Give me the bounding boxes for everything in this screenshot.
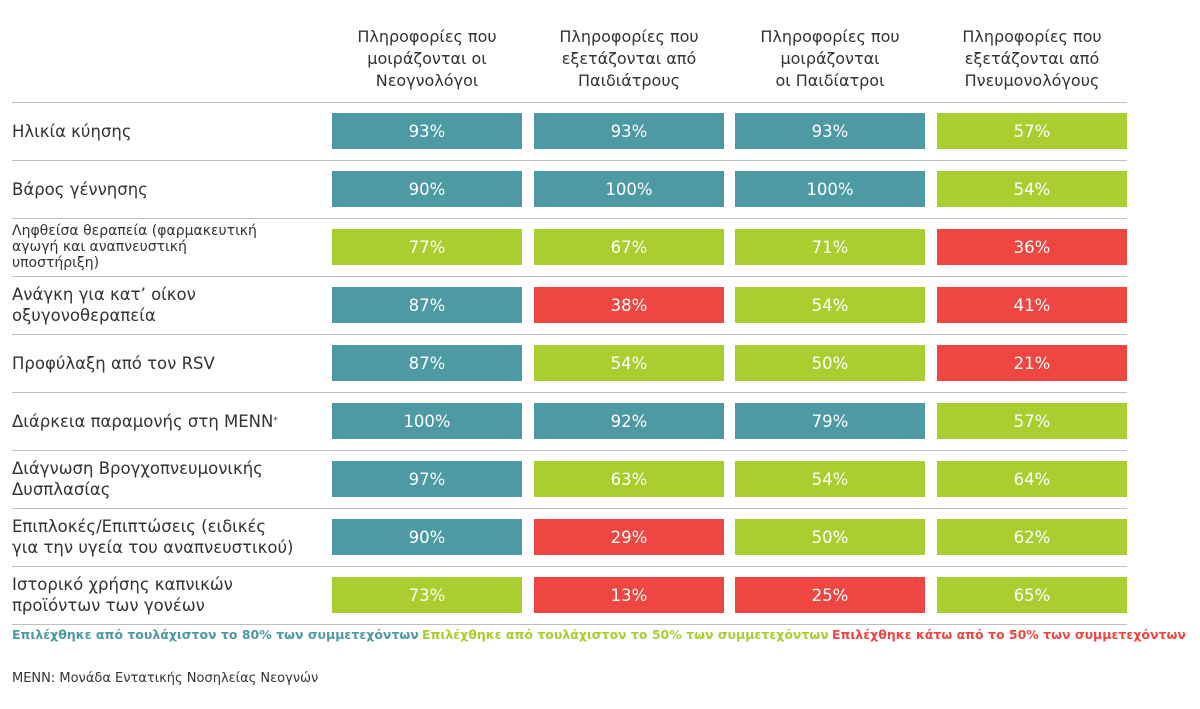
row-label: Ιστορικό χρήσης καπνικών προϊόντων των γ… [12, 566, 327, 624]
row-label-text: Ανάγκη για κατ’ οίκον οξυγονοθεραπεία [12, 285, 196, 325]
column-header: Πληροφορίες που εξετάζονται από Πνευμονο… [962, 27, 1102, 90]
row-separator [12, 392, 1127, 393]
row-label-text: Διάρκεια παραμονής στη ΜΕΝΝ [12, 411, 274, 431]
value-cell: 54% [735, 461, 925, 497]
legend-item: Επιλέχθηκε από τουλάχιστον το 80% των συ… [12, 627, 419, 642]
value-cell: 100% [332, 403, 522, 439]
value-cell: 62% [937, 519, 1127, 555]
row-label-text: Ηλικία κύησης [12, 121, 132, 141]
row-label: Ανάγκη για κατ’ οίκον οξυγονοθεραπεία [12, 276, 327, 334]
value-cell: 13% [534, 577, 724, 613]
value-cell: 97% [332, 461, 522, 497]
value-cell: 77% [332, 229, 522, 265]
value-cell: 57% [937, 403, 1127, 439]
row-label: Διάρκεια παραμονής στη ΜΕΝΝ * [12, 392, 327, 450]
row-label: Ηλικία κύησης [12, 102, 327, 160]
row-separator [12, 450, 1127, 451]
value-cell: 63% [534, 461, 724, 497]
value-cell: 90% [332, 519, 522, 555]
row-label-text: Ιστορικό χρήσης καπνικών προϊόντων των γ… [12, 575, 233, 615]
value-cell: 64% [937, 461, 1127, 497]
value-cell: 54% [937, 171, 1127, 207]
row-separator [12, 276, 1127, 277]
value-cell: 93% [332, 113, 522, 149]
row-label-text: Διάγνωση Βρογχοπνευμονικής Δυσπλασίας [12, 459, 263, 499]
value-cell: 54% [735, 287, 925, 323]
row-label: Επιπλοκές/Επιπτώσεις (ειδικές για την υγ… [12, 508, 327, 566]
row-separator [12, 566, 1127, 567]
value-cell: 50% [735, 519, 925, 555]
value-cell: 71% [735, 229, 925, 265]
legend-item: Επιλέχθηκε από τουλάχιστον το 50% των συ… [422, 627, 829, 642]
row-separator [12, 334, 1127, 335]
value-cell: 67% [534, 229, 724, 265]
row-separator [12, 102, 1127, 103]
value-cell: 38% [534, 287, 724, 323]
value-cell: 21% [937, 345, 1127, 381]
row-label: Ληφθείσα θεραπεία (φαρμακευτική αγωγή κα… [12, 218, 327, 276]
value-cell: 73% [332, 577, 522, 613]
row-separator [12, 218, 1127, 219]
value-cell: 25% [735, 577, 925, 613]
value-cell: 100% [735, 171, 925, 207]
value-cell: 36% [937, 229, 1127, 265]
footnote: ΜΕΝΝ: Μονάδα Εντατικής Νοσηλείας Νεογνών [12, 671, 319, 686]
row-label: Βάρος γέννησης [12, 160, 327, 218]
row-separator [12, 508, 1127, 509]
legend-item: Επιλέχθηκε κάτω από το 50% των συμμετεχό… [832, 627, 1186, 642]
value-cell: 29% [534, 519, 724, 555]
value-cell: 100% [534, 171, 724, 207]
row-label-text: Βάρος γέννησης [12, 179, 148, 199]
row-label: Διάγνωση Βρογχοπνευμονικής Δυσπλασίας [12, 450, 327, 508]
value-cell: 90% [332, 171, 522, 207]
value-cell: 57% [937, 113, 1127, 149]
value-cell: 87% [332, 287, 522, 323]
footnote-marker: * [273, 415, 278, 426]
row-label-text: Ληφθείσα θεραπεία (φαρμακευτική αγωγή κα… [12, 223, 257, 271]
value-cell: 93% [534, 113, 724, 149]
row-label-text: Προφύλαξη από τον RSV [12, 353, 215, 373]
column-header: Πληροφορίες που εξετάζονται από Παιδιάτρ… [559, 27, 699, 90]
row-separator [12, 160, 1127, 161]
column-header: Πληροφορίες που μοιράζονται οι Νεογνολόγ… [357, 27, 497, 90]
value-cell: 87% [332, 345, 522, 381]
column-header: Πληροφορίες που μοιράζονται οι Παιδίατρο… [760, 27, 900, 90]
row-label-text: Επιπλοκές/Επιπτώσεις (ειδικές για την υγ… [12, 517, 294, 557]
row-label: Προφύλαξη από τον RSV [12, 334, 327, 392]
value-cell: 65% [937, 577, 1127, 613]
value-cell: 93% [735, 113, 925, 149]
value-cell: 92% [534, 403, 724, 439]
value-cell: 50% [735, 345, 925, 381]
value-cell: 54% [534, 345, 724, 381]
value-cell: 41% [937, 287, 1127, 323]
value-cell: 79% [735, 403, 925, 439]
row-separator [12, 624, 1127, 625]
